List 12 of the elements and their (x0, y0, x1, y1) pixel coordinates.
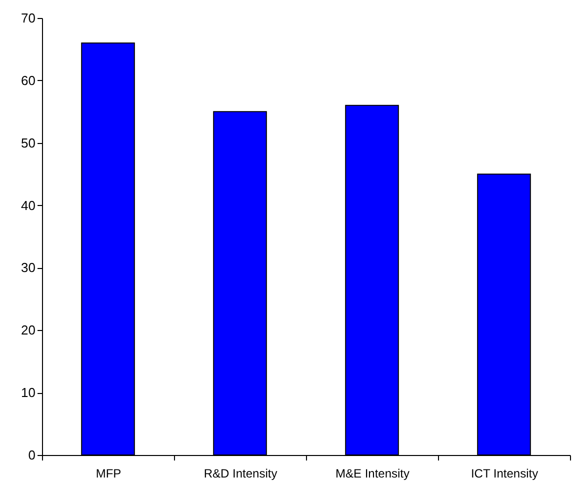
x-tick-label: R&D Intensity (204, 466, 278, 480)
y-tick-label: 60 (21, 72, 36, 88)
x-tick-label: ICT Intensity (470, 466, 538, 480)
y-tick-label: 30 (21, 260, 36, 276)
y-tick-label: 50 (21, 135, 36, 150)
x-tick-label: M&E Intensity (335, 466, 410, 480)
y-tick-label: 70 (21, 10, 36, 26)
y-tick-label: 10 (21, 385, 36, 400)
y-tick-label: 40 (21, 198, 36, 213)
y-tick-label: 0 (28, 448, 36, 462)
y-tick-label: 20 (21, 322, 36, 338)
x-tick-label: MFP (96, 466, 122, 480)
